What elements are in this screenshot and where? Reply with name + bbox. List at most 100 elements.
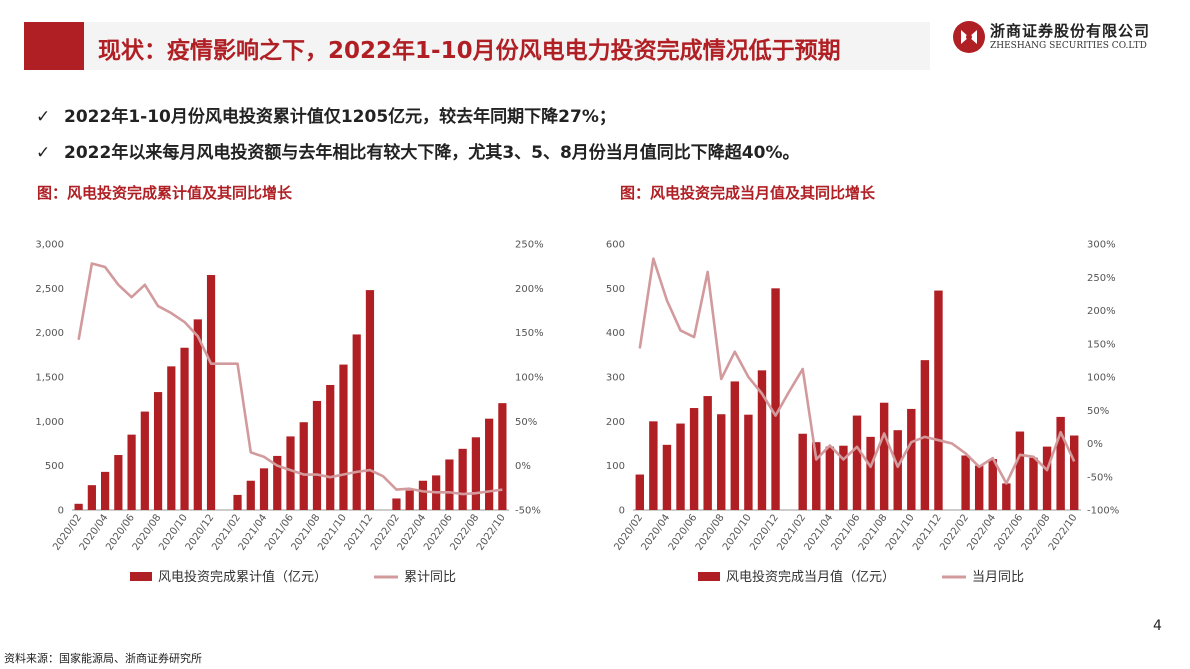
y2-tick-label: -50% <box>1087 472 1113 483</box>
y-tick-label: 1,500 <box>35 373 64 384</box>
bar <box>649 421 658 510</box>
bar <box>326 384 335 510</box>
chart-cumulative-svg: 0 500 1,000 1,500 2,000 2,500 3,000 -50% 0% 50% 10… <box>35 240 544 586</box>
y-tick-label: 2,000 <box>35 328 64 339</box>
bar <box>1015 431 1025 510</box>
bar <box>988 459 997 510</box>
bar <box>879 402 889 510</box>
legend-label-bar: 风电投资完成当月值（亿元） <box>726 569 895 585</box>
y-tick-label: 3,000 <box>35 240 64 251</box>
bullet-item-1: ✓ 2022年1-10月份风电投资累计值仅1205亿元，较去年同期下降27%； <box>36 102 616 127</box>
bar <box>352 334 361 510</box>
bar <box>757 370 767 510</box>
bar <box>153 392 163 510</box>
bar <box>74 503 83 510</box>
bar <box>1056 416 1065 510</box>
bar <box>662 444 672 510</box>
bar <box>717 414 726 510</box>
bar <box>920 360 930 510</box>
legend-label-bar: 风电投资完成累计值（亿元） <box>158 569 327 585</box>
bar <box>635 474 644 510</box>
bar <box>140 411 149 510</box>
bar <box>206 275 216 510</box>
y2-tick-label: 150% <box>1087 339 1116 350</box>
y-tick-label: 600 <box>606 240 625 251</box>
y2-tick-label: 100% <box>515 373 544 384</box>
y-tick-label: 0 <box>619 506 625 517</box>
page-number: 4 <box>1153 618 1162 634</box>
bar <box>676 423 685 510</box>
bar <box>703 396 712 510</box>
page-title: 现状：疫情影响之下，2022年1-10月份风电电力投资完成情况低于预期 <box>98 38 841 64</box>
bullet-text: 2022年以来每月风电投资额与去年相比有较大下降，尤其3、5、8月份当月值同比下… <box>64 143 800 163</box>
y2-tick-label: 150% <box>515 328 544 339</box>
legend-swatch-bar <box>698 572 720 581</box>
y-tick-label: 1,000 <box>35 417 64 428</box>
bar <box>798 433 807 510</box>
bar <box>233 494 242 510</box>
bullet-item-2: ✓ 2022年以来每月风电投资额与去年相比有较大下降，尤其3、5、8月份当月值同比… <box>36 138 800 163</box>
chart-title-monthly: 图：风电投资完成当月值及其同比增长 <box>620 184 876 202</box>
legend-label-line: 当月同比 <box>972 570 1024 585</box>
bullet-text: 2022年1-10月份风电投资累计值仅1205亿元，较去年同期下降27%； <box>64 107 616 127</box>
bar <box>974 465 984 510</box>
legend-swatch-bar <box>130 572 152 581</box>
chart-monthly-svg: 0 100 200 300 400 500 600 -100% -50% 0% 50% 100% 150… <box>606 240 1119 586</box>
bar <box>273 455 282 510</box>
chart-title-cumulative: 图：风电投资完成累计值及其同比增长 <box>37 184 293 202</box>
bar <box>101 471 110 510</box>
logo-icon <box>953 21 985 53</box>
y-tick-label: 0 <box>58 506 64 517</box>
bar <box>689 408 699 510</box>
bar <box>259 468 269 510</box>
bar <box>87 485 96 510</box>
bar <box>167 366 176 510</box>
bar <box>445 459 454 510</box>
bar <box>339 364 348 510</box>
bar <box>1002 483 1011 510</box>
title-bar: 现状：疫情影响之下，2022年1-10月份风电电力投资完成情况低于预期 <box>0 22 930 70</box>
y2-tick-label: 50% <box>1087 406 1109 417</box>
bar <box>286 436 295 510</box>
bar <box>392 498 401 510</box>
bar <box>934 290 943 510</box>
bar <box>471 437 480 510</box>
y2-tick-label: 250% <box>515 240 544 251</box>
bar <box>771 288 780 510</box>
title-background <box>84 22 930 70</box>
bar <box>418 480 428 510</box>
y-tick-label: 300 <box>606 373 625 384</box>
bar <box>893 430 902 510</box>
bar <box>1042 446 1052 510</box>
logo-name-en: ZHESHANG SECURITIES CO.LTD <box>990 41 1147 51</box>
y2-tick-label: 250% <box>1087 273 1116 284</box>
y-tick-label: 400 <box>606 328 625 339</box>
bar <box>312 400 322 510</box>
y2-tick-label: 0% <box>515 461 531 472</box>
chart-monthly: 0 100 200 300 400 500 600 -100% -50% 0% 50% 100% 150… <box>590 228 1170 593</box>
logo-name-cn: 浙商证券股份有限公司 <box>990 22 1151 40</box>
bar <box>365 290 375 510</box>
bar <box>498 403 507 510</box>
bar <box>825 446 835 510</box>
series-line <box>77 262 503 496</box>
y2-tick-label: 0% <box>1087 439 1103 450</box>
bar <box>246 480 255 510</box>
bar <box>180 347 189 510</box>
chart-cumulative: 0 500 1,000 1,500 2,000 2,500 3,000 -50% 0% 50% 10… <box>20 228 580 593</box>
title-accent-block <box>24 22 84 70</box>
y-tick-label: 100 <box>606 461 625 472</box>
bar <box>114 455 123 510</box>
check-icon: ✓ <box>36 107 51 127</box>
bar <box>485 418 494 510</box>
company-logo: 浙商证券股份有限公司 ZHESHANG SECURITIES CO.LTD <box>952 18 1162 58</box>
y2-tick-label: 300% <box>1087 240 1116 251</box>
y2-tick-label: 200% <box>1087 306 1116 317</box>
y-tick-label: 500 <box>45 461 64 472</box>
y-tick-label: 200 <box>606 417 625 428</box>
y2-tick-label: 50% <box>515 417 537 428</box>
bar <box>127 434 136 510</box>
legend-label-line: 累计同比 <box>404 570 456 585</box>
series-line <box>638 257 1076 485</box>
bar <box>458 448 467 510</box>
